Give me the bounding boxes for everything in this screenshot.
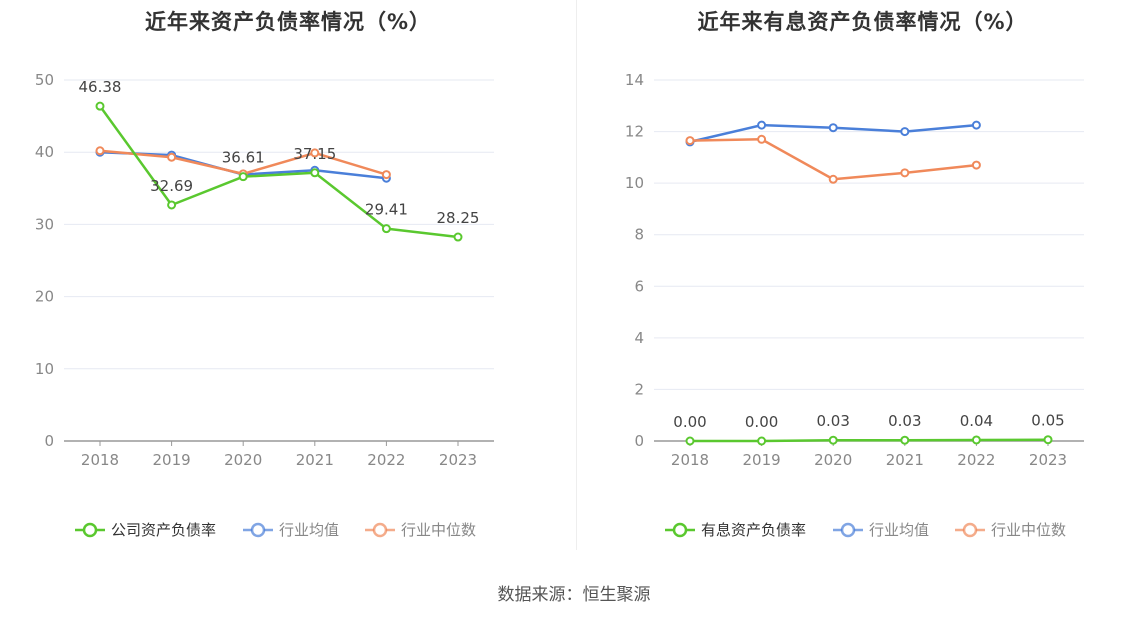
y-tick-label: 0 xyxy=(44,432,54,450)
legend-marker xyxy=(82,522,98,538)
legend-label: 公司资产负债率 xyxy=(111,521,216,539)
series-line-0 xyxy=(690,438,1049,443)
series-line-2 xyxy=(689,138,977,181)
y-tick-label: 40 xyxy=(35,143,54,161)
data-label: 0.00 xyxy=(745,413,778,431)
data-label: 0.03 xyxy=(888,412,921,430)
data-point xyxy=(900,127,910,137)
chart-debt-ratio: 近年来资产负债率情况（%） 0 10 20 30 40 50 2018 2019 2020 202… xyxy=(0,0,576,560)
x-tick-label: 2022 xyxy=(367,451,405,469)
y-tick-label: 2 xyxy=(634,380,644,398)
data-point xyxy=(971,435,981,445)
data-point xyxy=(381,224,391,234)
data-point xyxy=(95,101,105,111)
data-point xyxy=(310,148,320,158)
x-tick-label: 2022 xyxy=(957,451,995,469)
data-point xyxy=(971,120,981,130)
data-point xyxy=(757,436,767,446)
y-tick-label: 4 xyxy=(634,329,644,347)
data-label: 32.69 xyxy=(150,177,193,195)
y-tick-label: 10 xyxy=(625,174,644,192)
y-tick-label: 20 xyxy=(35,288,54,306)
y-tick-label: 50 xyxy=(35,71,54,89)
data-point xyxy=(238,172,248,182)
series-line-0 xyxy=(98,105,459,239)
panel-divider xyxy=(576,0,577,550)
data-label: 29.41 xyxy=(365,201,408,219)
data-point xyxy=(757,134,767,144)
data-label: 0.04 xyxy=(960,412,993,430)
x-tick-label: 2021 xyxy=(296,451,334,469)
x-tick-label: 2021 xyxy=(886,451,924,469)
x-tick-label: 2023 xyxy=(1029,451,1067,469)
data-point xyxy=(685,436,695,446)
y-tick-label: 12 xyxy=(625,123,644,141)
data-point xyxy=(167,200,177,210)
chart-title: 近年来资产负债率情况（%） xyxy=(144,10,432,34)
data-point xyxy=(310,168,320,178)
legend-label: 行业中位数 xyxy=(401,521,476,539)
y-tick-label: 8 xyxy=(634,226,644,244)
data-point xyxy=(381,170,391,180)
y-tick-label: 0 xyxy=(634,432,644,450)
data-label: 0.03 xyxy=(816,412,849,430)
x-tick-label: 2018 xyxy=(671,451,709,469)
y-tick-label: 10 xyxy=(35,360,54,378)
legend-label: 行业均值 xyxy=(869,521,929,539)
data-point xyxy=(900,168,910,178)
x-tick-label: 2020 xyxy=(224,451,262,469)
x-tick-label: 2019 xyxy=(743,451,781,469)
y-tick-label: 30 xyxy=(35,215,54,233)
data-point xyxy=(685,136,695,146)
legend-marker xyxy=(372,522,388,538)
data-point xyxy=(167,152,177,162)
legend-marker xyxy=(672,522,688,538)
chart-svg: 0 10 20 30 40 50 2018 2019 2020 2021 2022 2023 46.38… xyxy=(35,71,494,539)
legend-marker xyxy=(962,522,978,538)
legend-label: 行业中位数 xyxy=(991,521,1066,539)
legend-item: 行业均值 xyxy=(243,521,339,539)
legend-item: 公司资产负债率 xyxy=(75,521,216,539)
data-label: 0.00 xyxy=(673,413,706,431)
data-point xyxy=(971,160,981,170)
data-point xyxy=(757,120,767,130)
data-point xyxy=(453,232,463,242)
legend-item: 有息资产负债率 xyxy=(665,521,806,539)
data-point xyxy=(828,174,838,184)
data-point xyxy=(1043,435,1053,445)
data-label: 46.38 xyxy=(79,78,122,96)
legend-marker xyxy=(840,522,856,538)
data-point xyxy=(828,435,838,445)
legend-item: 行业均值 xyxy=(833,521,929,539)
data-point xyxy=(828,123,838,133)
chart-svg: 0 2 4 6 8 10 12 14 2018 2019 2020 2021 2022 2023 0.00 0… xyxy=(625,71,1084,539)
data-label: 28.25 xyxy=(437,209,480,227)
legend-label: 行业均值 xyxy=(279,521,339,539)
legend-item: 行业中位数 xyxy=(365,521,476,539)
chart-title: 近年来有息资产负债率情况（%） xyxy=(697,10,1028,34)
legend-marker xyxy=(250,522,266,538)
chart-interest-debt-ratio: 近年来有息资产负债率情况（%） 0 2 4 6 8 10 12 14 2018 2019 2020 2… xyxy=(577,0,1148,560)
legend-label: 有息资产负债率 xyxy=(701,521,806,539)
x-tick-label: 2018 xyxy=(81,451,119,469)
data-point xyxy=(900,435,910,445)
legend-item: 行业中位数 xyxy=(955,521,1066,539)
x-tick-label: 2019 xyxy=(153,451,191,469)
y-tick-label: 6 xyxy=(634,277,644,295)
data-label: 0.05 xyxy=(1031,412,1064,430)
y-tick-label: 14 xyxy=(625,71,644,89)
x-tick-label: 2020 xyxy=(814,451,852,469)
data-label: 37.15 xyxy=(293,145,336,163)
data-source: 数据来源：恒生聚源 xyxy=(497,585,651,605)
x-tick-label: 2023 xyxy=(439,451,477,469)
data-label: 36.61 xyxy=(222,149,265,167)
data-point xyxy=(95,146,105,156)
